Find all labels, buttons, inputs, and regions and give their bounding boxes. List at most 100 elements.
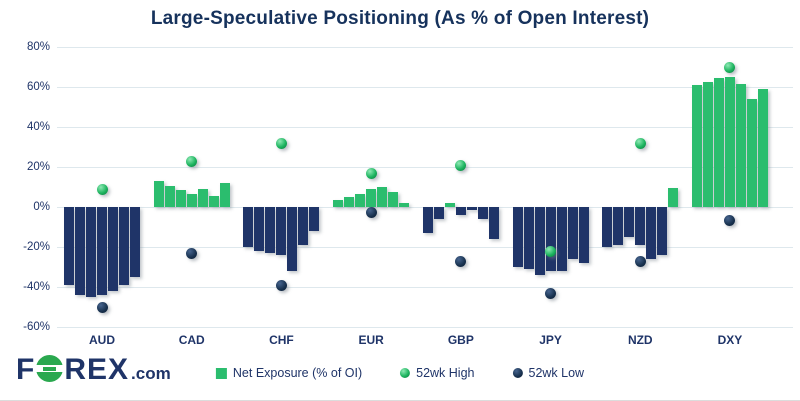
- net-exposure-bar-nzd: [613, 207, 624, 245]
- net-exposure-bar-aud: [119, 207, 129, 285]
- net-exposure-bar-gbp: [433, 207, 444, 219]
- gridline--60%: [57, 327, 793, 328]
- net-exposure-bar-gbp: [444, 203, 455, 207]
- legend-circle-icon: [512, 368, 523, 378]
- net-exposure-bar-aud: [130, 207, 140, 277]
- net-exposure-bar-gbp: [488, 207, 499, 239]
- net-exposure-bar-cad: [197, 189, 208, 207]
- gridline--40%: [57, 287, 793, 288]
- low-52wk-dot-eur: [365, 206, 377, 218]
- net-exposure-bar-cad: [208, 196, 219, 207]
- net-exposure-bar-gbp: [455, 207, 466, 215]
- net-exposure-bar-dxy: [746, 99, 757, 207]
- net-exposure-bar-nzd: [657, 207, 668, 255]
- net-exposure-bar-cad: [186, 194, 197, 207]
- x-axis-label-aud: AUD: [89, 333, 115, 347]
- gridline-80%: [57, 47, 793, 48]
- x-axis-label-jpy: JPY: [539, 333, 562, 347]
- y-axis-tick-label: 20%: [26, 161, 50, 173]
- y-axis-tick-label: -40%: [23, 281, 50, 293]
- net-exposure-bar-eur: [388, 192, 399, 207]
- gridline-20%: [57, 167, 793, 168]
- low-52wk-dot-cad: [186, 247, 198, 259]
- net-exposure-bar-eur: [344, 197, 355, 207]
- legend-item: 52wk High: [400, 366, 475, 380]
- net-exposure-bar-jpy: [578, 207, 589, 263]
- net-exposure-bar-jpy: [556, 207, 567, 271]
- low-52wk-dot-nzd: [634, 255, 646, 267]
- net-exposure-bar-nzd: [602, 207, 613, 247]
- legend-label: 52wk Low: [528, 366, 585, 380]
- x-axis-label-gbp: GBP: [447, 333, 474, 347]
- net-exposure-bar-cad: [153, 181, 164, 207]
- net-exposure-bar-chf: [265, 207, 276, 253]
- net-exposure-bar-gbp: [422, 207, 433, 233]
- high-52wk-dot-jpy: [545, 245, 557, 257]
- gridline-40%: [57, 127, 793, 128]
- net-exposure-bar-dxy: [757, 89, 768, 207]
- net-exposure-bar-eur: [399, 203, 410, 207]
- net-exposure-bar-jpy: [523, 207, 534, 269]
- net-exposure-bar-jpy: [534, 207, 545, 275]
- low-52wk-dot-dxy: [724, 214, 736, 226]
- forex-logo: F REX .com: [16, 352, 171, 386]
- net-exposure-bar-eur: [366, 189, 377, 207]
- x-axis-label-dxy: DXY: [717, 333, 743, 347]
- logo-text-f: F: [16, 353, 36, 386]
- y-axis-tick-label: 80%: [26, 41, 50, 53]
- net-exposure-bar-dxy: [724, 77, 735, 207]
- net-exposure-bar-jpy: [567, 207, 578, 259]
- net-exposure-bar-aud: [64, 207, 74, 285]
- legend-square-icon: [215, 367, 227, 379]
- net-exposure-bar-eur: [355, 194, 366, 207]
- y-axis-tick-label: -20%: [23, 241, 50, 253]
- low-52wk-dot-chf: [275, 279, 287, 291]
- gridline--20%: [57, 247, 793, 248]
- net-exposure-bar-chf: [309, 207, 320, 231]
- logo-suffix: .com: [131, 364, 171, 383]
- net-exposure-bar-dxy: [691, 85, 702, 207]
- net-exposure-bar-chf: [276, 207, 287, 255]
- net-exposure-bar-chf: [298, 207, 309, 245]
- x-axis-label-eur: EUR: [358, 333, 384, 347]
- high-52wk-dot-nzd: [634, 137, 646, 149]
- y-axis-tick-label: 0%: [33, 201, 50, 213]
- x-axis-label-nzd: NZD: [627, 333, 653, 347]
- net-exposure-bar-jpy: [545, 207, 556, 271]
- high-52wk-dot-gbp: [455, 159, 467, 171]
- net-exposure-bar-chf: [254, 207, 265, 251]
- logo-o-icon: [34, 355, 66, 382]
- high-52wk-dot-cad: [186, 155, 198, 167]
- x-axis-label-chf: CHF: [269, 333, 294, 347]
- net-exposure-bar-cad: [219, 183, 230, 207]
- net-exposure-bar-nzd: [668, 188, 679, 207]
- chart-title: Large-Speculative Positioning (As % of O…: [150, 8, 650, 29]
- chart-legend: Net Exposure (% of OI) 52wk High 52wk Low: [215, 366, 585, 380]
- net-exposure-bar-chf: [287, 207, 298, 271]
- legend-item: Net Exposure (% of OI): [215, 366, 362, 380]
- legend-circle-icon: [400, 368, 411, 378]
- net-exposure-bar-jpy: [512, 207, 523, 267]
- y-axis-tick-label: 40%: [26, 121, 50, 133]
- net-exposure-bar-eur: [333, 200, 344, 207]
- low-52wk-dot-aud: [96, 301, 108, 313]
- y-axis-tick-label: 60%: [26, 81, 50, 93]
- net-exposure-bar-dxy: [702, 82, 713, 207]
- low-52wk-dot-gbp: [455, 255, 467, 267]
- low-52wk-dot-jpy: [545, 287, 557, 299]
- net-exposure-bar-nzd: [624, 207, 635, 237]
- net-exposure-bar-eur: [377, 187, 388, 207]
- net-exposure-bar-cad: [164, 186, 175, 207]
- legend-item: 52wk Low: [512, 366, 585, 380]
- x-axis-label-cad: CAD: [178, 333, 205, 347]
- net-exposure-bar-dxy: [735, 84, 746, 207]
- net-exposure-bar-aud: [75, 207, 85, 295]
- net-exposure-bar-cad: [175, 190, 186, 207]
- net-exposure-bar-dxy: [713, 78, 724, 207]
- net-exposure-bar-aud: [86, 207, 96, 297]
- y-axis-tick-label: -60%: [23, 321, 50, 333]
- net-exposure-bar-aud: [97, 207, 107, 295]
- high-52wk-dot-chf: [275, 137, 287, 149]
- net-exposure-bar-aud: [108, 207, 118, 291]
